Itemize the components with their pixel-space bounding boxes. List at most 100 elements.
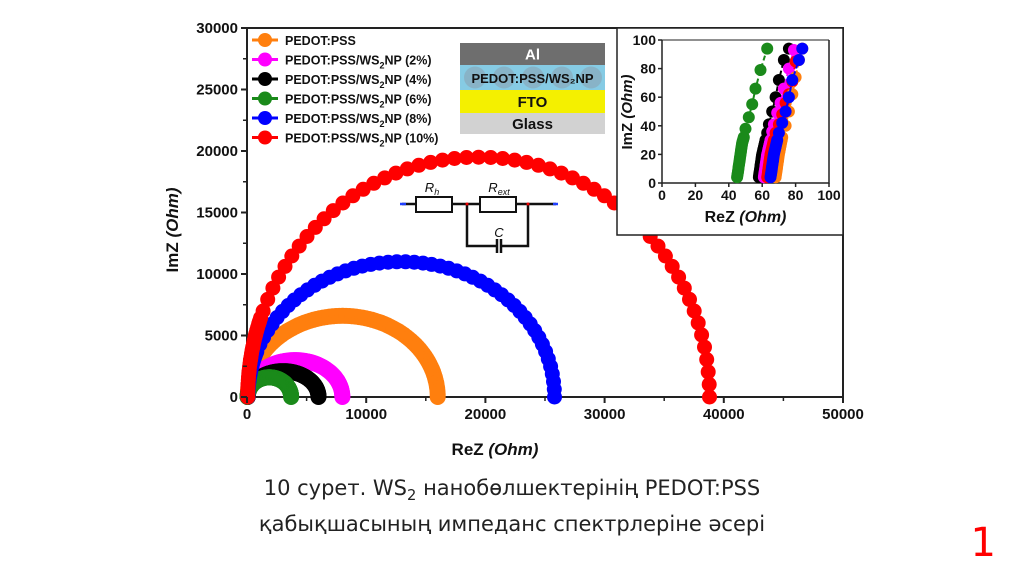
data-point — [701, 376, 717, 392]
resistor-rh — [415, 196, 453, 213]
inset-x-tick-label: 20 — [688, 187, 704, 203]
data-point — [700, 364, 716, 380]
inset-y-tick-label: 60 — [640, 89, 656, 105]
inset-series-pedot-pss-ws2np-6- — [731, 42, 774, 184]
inset-y-tick-label: 40 — [640, 118, 656, 134]
stack-layer-fto: FTO — [460, 90, 605, 113]
inset-data-point — [776, 116, 789, 129]
stack-layer-label: Al — [525, 47, 540, 64]
data-point — [483, 150, 499, 165]
x-tick-label: 40000 — [703, 406, 745, 423]
nanoparticle — [464, 66, 486, 89]
legend-item: PEDOT:PSS/WS2NP (10%) — [252, 130, 438, 149]
inset-plot-area: 0 20 40 60 80 100 0 20 40 60 80 100 ReZ (Ohm) ImZ (Oh… — [616, 27, 844, 236]
stack-layer-pedot-pss-ws-np: PEDOT:PSS/WS₂NP — [460, 65, 605, 90]
data-point — [542, 161, 558, 177]
label-rext: Rext — [488, 180, 510, 197]
data-point — [429, 389, 446, 405]
inset-axes — [661, 40, 830, 184]
x-tick-label: 50000 — [822, 406, 864, 423]
y-tick-label: 5000 — [205, 328, 238, 345]
y-axis-label: ImZ (Ohm) — [163, 187, 182, 272]
node — [465, 202, 469, 206]
inset-data-point — [796, 42, 809, 55]
inset-y-tick-label: 0 — [648, 175, 656, 191]
data-point — [547, 389, 562, 405]
inset-series-pedot-pss-ws2np-8- — [764, 42, 809, 184]
data-point — [682, 291, 697, 307]
data-point — [310, 389, 327, 405]
data-point — [507, 152, 523, 168]
inset-data-point — [739, 122, 752, 135]
legend-item: PEDOT:PSS/WS2NP (6%) — [252, 91, 432, 110]
stack-layer-label: FTO — [518, 94, 548, 111]
inset-data-point — [746, 98, 759, 111]
x-tick-label: 10000 — [345, 406, 387, 423]
data-point — [690, 315, 706, 331]
series-pedot-pss-ws2np-10- — [240, 149, 717, 405]
data-point — [530, 157, 546, 173]
inset-data-point — [786, 74, 799, 86]
data-point — [676, 280, 692, 296]
data-point — [435, 152, 450, 168]
y-tick-label: 25000 — [196, 82, 238, 99]
caption-prefix: 10 сурет. WS — [263, 476, 408, 500]
data-point — [265, 280, 281, 296]
inset-y-axis-label: ImZ (Ohm) — [619, 74, 636, 149]
y-tick-label: 0 — [230, 389, 238, 406]
inset-frame — [616, 27, 844, 236]
label-c: C — [494, 225, 504, 240]
inset-data-point — [782, 91, 795, 104]
legend-item: PEDOT:PSS/WS2NP (4%) — [252, 72, 432, 90]
x-axis-label: ReZ (Ohm) — [452, 440, 539, 459]
inset-data-point — [779, 105, 792, 118]
legend-label: PEDOT:PSS/WS2NP (8%) — [285, 112, 432, 129]
inset-x-axis-label: ReZ (Ohm) — [705, 209, 787, 226]
nanoparticle — [580, 66, 602, 89]
data-point — [283, 389, 300, 405]
data-point — [471, 149, 487, 165]
legend: PEDOT:PSS PEDOT:PSS/WS2NP (2%) PEDOT:PSS/W… — [252, 33, 438, 149]
inset-y-tick-label: 20 — [640, 146, 656, 162]
inset-y-tick-label: 100 — [633, 32, 657, 48]
caption-subscript: 2 — [407, 487, 417, 505]
data-point — [459, 150, 474, 165]
caption-suffix: нанобөлшектерінің PEDOT:PSS — [416, 476, 761, 500]
legend-item: PEDOT:PSS/WS2NP (8%) — [252, 111, 432, 129]
data-point — [495, 151, 511, 166]
inset-data-point — [742, 111, 755, 124]
inset-x-tick-label: 100 — [817, 187, 841, 203]
legend-marker — [258, 52, 272, 67]
nanoparticle — [493, 66, 515, 89]
legend-marker — [258, 130, 272, 145]
data-point — [671, 269, 687, 285]
data-point — [686, 303, 702, 319]
y-tick-label: 20000 — [196, 143, 238, 160]
node — [526, 202, 530, 206]
stack-layer-fill — [460, 90, 605, 113]
legend-marker — [258, 111, 272, 125]
inset-x-tick-label: 60 — [754, 187, 770, 203]
data-point — [260, 291, 276, 307]
wire — [465, 204, 496, 248]
data-point — [697, 339, 712, 355]
nanoparticle — [522, 66, 544, 89]
data-point — [699, 352, 715, 367]
inset-data-point — [761, 42, 774, 55]
legend-label: PEDOT:PSS/WS2NP (4%) — [285, 73, 432, 90]
legend-label: PEDOT:PSS/WS2NP (2%) — [285, 54, 432, 71]
data-point — [334, 389, 351, 405]
x-tick-label: 0 — [243, 406, 251, 423]
legend-item: PEDOT:PSS/WS2NP (2%) — [252, 52, 432, 71]
y-tick-label: 10000 — [196, 266, 238, 283]
stack-layer-glass: Glass — [460, 113, 605, 134]
stack-layer-fill — [460, 43, 605, 65]
stack-layer-al: Al — [460, 43, 605, 65]
inset-x-tick-label: 0 — [658, 187, 666, 203]
data-point — [388, 165, 404, 181]
resistor-rext — [479, 196, 517, 213]
legend-marker — [258, 72, 272, 86]
main-plot-area: 0 10000 20000 30000 40000 5000005000100001500… — [163, 20, 864, 459]
data-point — [553, 165, 569, 181]
inset-x-tick-label: 40 — [721, 187, 737, 203]
